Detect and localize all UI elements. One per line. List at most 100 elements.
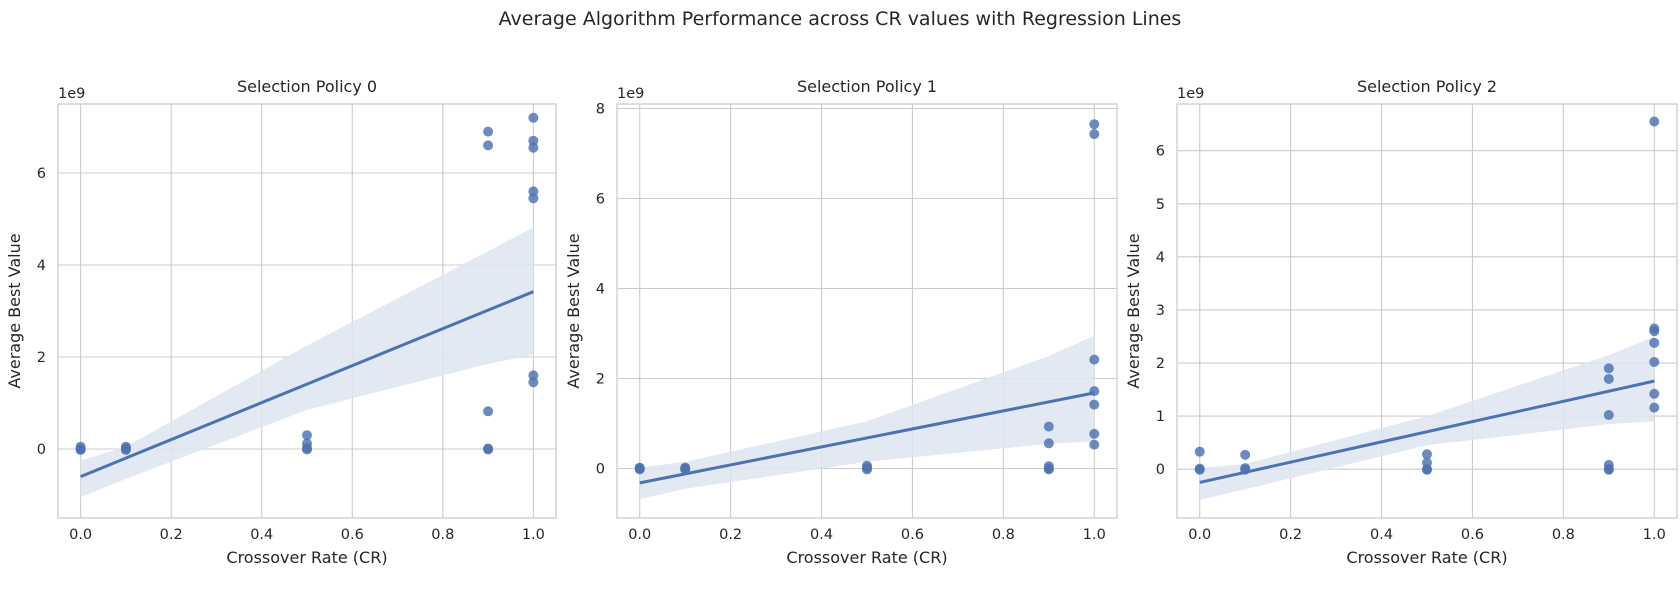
y-tick-label: 6 xyxy=(1156,144,1165,160)
y-tick-label: 4 xyxy=(1156,250,1165,266)
subplot-title: Selection Policy 0 xyxy=(237,77,377,96)
data-point xyxy=(1649,116,1660,127)
x-tick-label: 1.0 xyxy=(522,527,545,543)
data-point xyxy=(75,444,86,455)
x-tick-label: 0.2 xyxy=(719,527,742,543)
subplot-policy-1: 0.0 0.2 0.4 0.6 0.8 1.0 0 2 4 6 8 1e9 Selection Poli… xyxy=(564,77,1118,567)
data-point xyxy=(634,464,645,475)
data-point xyxy=(1649,337,1660,348)
x-tick-label: 0.6 xyxy=(1461,527,1484,543)
confidence-band xyxy=(1199,336,1655,500)
regression-line xyxy=(1199,379,1655,484)
y-tick-label: 6 xyxy=(37,166,46,182)
data-point xyxy=(680,464,691,475)
x-axis-label: Crossover Rate (CR) xyxy=(226,548,387,567)
data-point xyxy=(483,444,494,455)
data-point xyxy=(1422,449,1432,460)
subplot-title: Selection Policy 1 xyxy=(797,77,937,96)
y-tick-label: 0 xyxy=(37,442,46,458)
subplot-title: Selection Policy 2 xyxy=(1357,77,1497,96)
y-tick-label: 2 xyxy=(37,350,46,366)
y-tick-label: 1 xyxy=(1156,409,1165,425)
y-tick-label: 5 xyxy=(1156,197,1165,213)
data-point xyxy=(1043,438,1054,449)
y-tick-label: 4 xyxy=(37,258,46,274)
data-point xyxy=(1194,464,1205,475)
x-tick-label: 0.4 xyxy=(810,527,833,543)
data-point xyxy=(1649,402,1660,413)
data-point xyxy=(483,140,494,151)
x-tick-label: 1.0 xyxy=(1083,527,1106,543)
data-point xyxy=(302,444,312,455)
y-tick-label: 3 xyxy=(1156,303,1165,319)
x-tick-label: 0.4 xyxy=(250,527,273,543)
x-axis-label: Crossover Rate (CR) xyxy=(1346,548,1507,567)
regression-line xyxy=(639,391,1095,485)
y-tick-label: 4 xyxy=(596,282,605,298)
x-tick-label: 0.0 xyxy=(69,527,92,543)
x-tick-label: 0.4 xyxy=(1370,527,1393,543)
data-point xyxy=(1422,464,1432,475)
y-tick-label: 8 xyxy=(596,102,605,118)
data-point xyxy=(1240,449,1251,460)
data-point xyxy=(528,186,539,197)
data-point xyxy=(528,377,539,388)
data-point xyxy=(1603,363,1614,374)
x-tick-label: 0.2 xyxy=(160,527,183,543)
y-axis-label: Average Best Value xyxy=(5,233,24,388)
data-point xyxy=(1089,119,1100,130)
data-point xyxy=(1194,446,1205,457)
data-point xyxy=(1089,354,1100,365)
y-axis-label: Average Best Value xyxy=(1124,233,1143,388)
y-tick-label: 0 xyxy=(596,462,605,478)
x-tick-label: 0.8 xyxy=(992,527,1015,543)
data-point xyxy=(1043,421,1054,432)
y-tick-label: 2 xyxy=(1156,356,1165,372)
data-point xyxy=(1240,464,1251,475)
subplot-policy-0: 0.0 0.2 0.4 0.6 0.8 1.0 0 2 4 6 1e9 Selection Polic… xyxy=(5,77,557,567)
data-point xyxy=(528,193,539,204)
data-point xyxy=(528,142,539,153)
x-tick-label: 0.8 xyxy=(1552,527,1575,543)
data-point xyxy=(862,464,872,475)
data-point xyxy=(1649,388,1660,399)
y-tick-label: 2 xyxy=(596,372,605,388)
x-tick-label: 0.0 xyxy=(1188,527,1211,543)
plot-area xyxy=(1176,103,1678,519)
confidence-band xyxy=(639,335,1095,500)
data-point xyxy=(1043,464,1054,475)
data-point xyxy=(1089,386,1100,397)
y-multiplier-label: 1e9 xyxy=(58,86,85,102)
y-multiplier-label: 1e9 xyxy=(1177,86,1204,102)
data-point xyxy=(1649,326,1660,337)
data-point xyxy=(302,430,312,441)
data-point xyxy=(528,112,539,123)
regression-line xyxy=(80,290,534,478)
x-tick-label: 0.2 xyxy=(1279,527,1302,543)
data-point xyxy=(483,406,494,417)
x-tick-label: 1.0 xyxy=(1643,527,1666,543)
x-axis-label: Crossover Rate (CR) xyxy=(786,548,947,567)
y-axis-label: Average Best Value xyxy=(564,233,583,388)
x-tick-label: 0.8 xyxy=(431,527,454,543)
data-point xyxy=(1603,410,1614,421)
data-point xyxy=(1603,373,1614,384)
x-tick-label: 0.0 xyxy=(628,527,651,543)
data-point xyxy=(528,135,539,146)
y-tick-label: 6 xyxy=(596,192,605,208)
y-multiplier-label: 1e9 xyxy=(617,86,644,102)
data-point xyxy=(528,370,539,381)
subplot-policy-2: 0.0 0.2 0.4 0.6 0.8 1.0 0 1 2 3 4 5 6 1e9 Selection Po… xyxy=(1124,77,1678,567)
x-tick-label: 0.6 xyxy=(341,527,364,543)
figure-title: Average Algorithm Performance across CR … xyxy=(498,8,1182,30)
x-tick-label: 0.6 xyxy=(901,527,924,543)
data-point xyxy=(1603,464,1614,475)
data-point xyxy=(120,444,131,455)
data-point xyxy=(1089,439,1100,450)
data-point xyxy=(1089,428,1100,439)
data-point xyxy=(1089,399,1100,410)
y-tick-label: 0 xyxy=(1156,462,1165,478)
data-point xyxy=(483,126,494,137)
data-point xyxy=(1649,356,1660,367)
data-point xyxy=(1089,129,1100,140)
